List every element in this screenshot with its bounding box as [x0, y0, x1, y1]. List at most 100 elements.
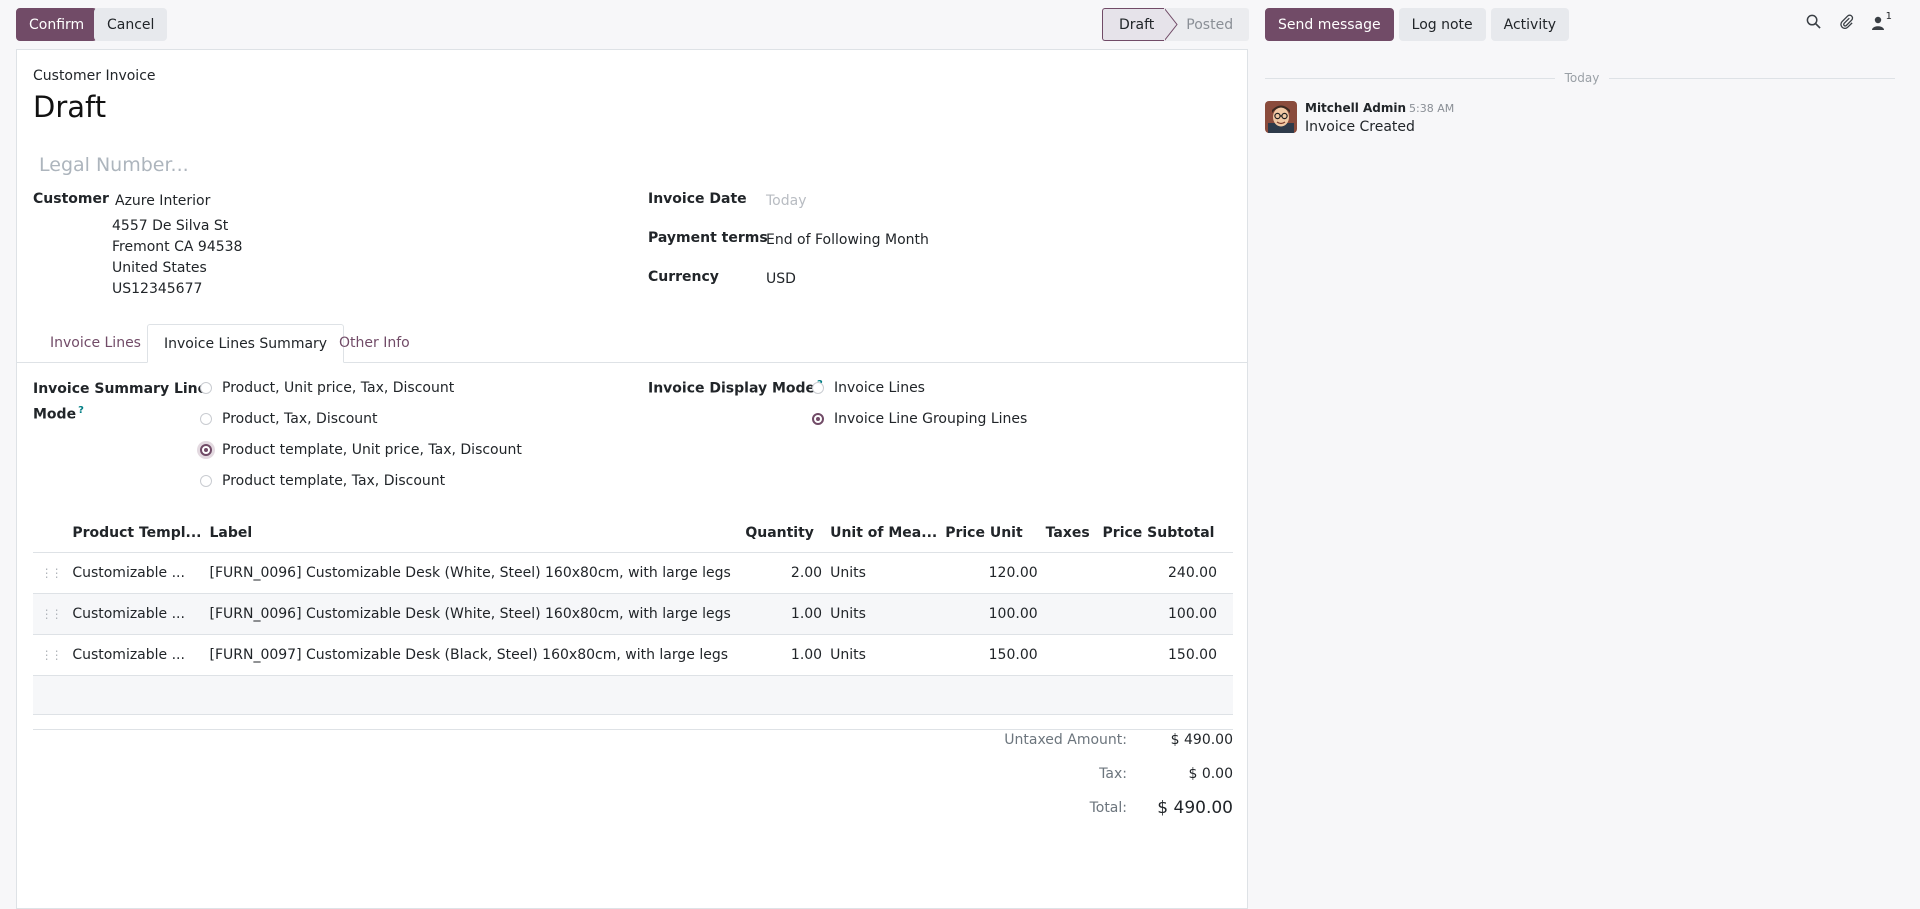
customer-address-line: 4557 De Silva St — [112, 218, 229, 234]
summary-line-mode-label-line2: Mode — [33, 406, 77, 423]
quantity-cell[interactable]: 2.00 — [741, 552, 827, 594]
form-sheet: Customer Invoice Draft Customer Azure In… — [16, 49, 1248, 909]
column-header[interactable]: Unit of Mea... — [826, 514, 942, 553]
column-header[interactable]: Taxes — [1041, 514, 1099, 553]
quantity-cell[interactable]: 1.00 — [741, 634, 827, 676]
display-mode-option[interactable]: Invoice Line Grouping Lines — [812, 411, 1027, 427]
tab-invoice-lines[interactable]: Invoice Lines — [50, 335, 141, 351]
line-mode-option-label: Product, Tax, Discount — [222, 411, 378, 427]
user-icon — [1871, 16, 1884, 30]
uom-cell[interactable]: Units — [826, 634, 942, 676]
notebook-tabs: Invoice Lines Invoice Lines Summary Othe… — [17, 324, 1247, 363]
radio-icon[interactable] — [200, 382, 212, 394]
table-row[interactable]: ⋮⋮ Customizable ... [FURN_0096] Customiz… — [33, 593, 1233, 635]
tab-other-info[interactable]: Other Info — [339, 335, 410, 351]
taxes-cell[interactable] — [1041, 593, 1099, 635]
drag-handle-icon[interactable]: ⋮⋮ — [33, 552, 69, 594]
display-mode-label-text: Invoice Display Mode — [648, 380, 816, 397]
summary-line-mode-label-line1: Invoice Summary Line — [33, 381, 208, 397]
line-mode-option[interactable]: Product template, Unit price, Tax, Disco… — [200, 442, 522, 458]
uom-cell[interactable]: Units — [826, 593, 942, 635]
radio-checked-icon[interactable] — [812, 413, 824, 425]
taxes-cell[interactable] — [1041, 552, 1099, 594]
quantity-cell[interactable]: 1.00 — [741, 593, 827, 635]
cancel-button[interactable]: Cancel — [94, 8, 168, 41]
table-row[interactable]: ⋮⋮ Customizable ... [FURN_0097] Customiz… — [33, 634, 1233, 676]
payment-terms-label: Payment terms — [648, 230, 768, 246]
radio-checked-icon[interactable] — [200, 444, 212, 456]
customer-label: Customer — [33, 191, 109, 207]
display-mode-option-label: Invoice Lines — [834, 380, 925, 396]
uom-cell[interactable]: Units — [826, 552, 942, 594]
status-step-posted[interactable]: Posted — [1178, 8, 1250, 41]
column-header[interactable]: Label — [205, 514, 742, 553]
search-icon[interactable] — [1806, 14, 1821, 33]
payment-terms-field[interactable]: End of Following Month — [766, 232, 929, 248]
line-mode-option[interactable]: Product, Tax, Discount — [200, 411, 378, 427]
subtotal-cell: 150.00 — [1098, 634, 1233, 676]
taxes-cell[interactable] — [1041, 634, 1099, 676]
tax-label: Tax: — [1099, 766, 1127, 782]
product-cell[interactable]: Customizable ... — [68, 593, 206, 635]
column-header[interactable]: Product Templ... — [68, 514, 206, 553]
avatar[interactable] — [1265, 101, 1297, 133]
send-message-button[interactable]: Send message — [1265, 8, 1394, 41]
drag-handle-icon[interactable]: ⋮⋮ — [33, 593, 69, 635]
column-header[interactable]: Price Subtotal — [1098, 514, 1233, 553]
display-mode-option[interactable]: Invoice Lines — [812, 380, 925, 396]
message-author-name[interactable]: Mitchell Admin — [1305, 101, 1407, 115]
page-title: Draft — [33, 90, 107, 124]
line-mode-option-label: Product template, Unit price, Tax, Disco… — [222, 442, 522, 458]
date-separator: Today — [1265, 71, 1895, 85]
customer-field[interactable]: Azure Interior — [115, 193, 211, 209]
invoice-date-label: Invoice Date — [648, 191, 747, 207]
price-unit-cell[interactable]: 100.00 — [941, 593, 1042, 635]
product-cell[interactable]: Customizable ... — [68, 634, 206, 676]
drag-handle-icon[interactable]: ⋮⋮ — [33, 634, 69, 676]
radio-icon[interactable] — [200, 413, 212, 425]
product-cell[interactable]: Customizable ... — [68, 552, 206, 594]
paperclip-icon[interactable] — [1839, 13, 1854, 33]
column-header[interactable]: Price Unit — [941, 514, 1042, 553]
message-body: Invoice Created — [1305, 119, 1415, 135]
untaxed-amount-value: $ 490.00 — [1170, 732, 1233, 748]
table-header-row: Product Templ... Label Quantity Unit of … — [33, 514, 1233, 553]
display-mode-label: Invoice Display Mode? — [648, 379, 823, 397]
radio-icon[interactable] — [200, 475, 212, 487]
summary-lines-table: Product Templ... Label Quantity Unit of … — [33, 514, 1233, 715]
totals-block: Untaxed Amount: $ 490.00 Tax: $ 0.00 Tot… — [33, 729, 1233, 818]
price-unit-cell[interactable]: 150.00 — [941, 634, 1042, 676]
label-cell[interactable]: [FURN_0097] Customizable Desk (Black, St… — [205, 634, 742, 676]
tax-value: $ 0.00 — [1188, 766, 1233, 782]
help-icon[interactable]: ? — [78, 405, 84, 416]
status-step-draft[interactable]: Draft — [1102, 8, 1165, 41]
column-header[interactable]: Quantity — [741, 514, 827, 553]
invoice-date-field[interactable]: Today — [766, 193, 807, 209]
total-label: Total: — [1089, 800, 1127, 816]
log-note-button[interactable]: Log note — [1398, 8, 1486, 41]
currency-label: Currency — [648, 269, 719, 285]
price-unit-cell[interactable]: 120.00 — [941, 552, 1042, 594]
subtotal-cell: 100.00 — [1098, 593, 1233, 635]
customer-vat: US12345677 — [112, 281, 203, 297]
line-mode-option[interactable]: Product template, Tax, Discount — [200, 473, 445, 489]
radio-icon[interactable] — [812, 382, 824, 394]
table-row[interactable]: ⋮⋮ Customizable ... [FURN_0096] Customiz… — [33, 552, 1233, 594]
status-bar: Draft Posted — [1102, 8, 1250, 41]
followers-count: 1 — [1885, 11, 1892, 22]
customer-address-line: Fremont CA 94538 — [112, 239, 243, 255]
line-mode-option[interactable]: Product, Unit price, Tax, Discount — [200, 380, 454, 396]
activity-button[interactable]: Activity — [1490, 8, 1569, 41]
tab-invoice-lines-summary[interactable]: Invoice Lines Summary — [147, 324, 345, 363]
label-cell[interactable]: [FURN_0096] Customizable Desk (White, St… — [205, 593, 742, 635]
display-mode-option-label: Invoice Line Grouping Lines — [834, 411, 1028, 427]
handle-column-header — [33, 514, 69, 553]
message-author[interactable]: Mitchell Admin 5:38 AM — [1305, 101, 1454, 115]
followers-button[interactable]: 1 — [1871, 11, 1892, 30]
confirm-button[interactable]: Confirm — [16, 8, 98, 41]
currency-field[interactable]: USD — [766, 271, 796, 287]
label-cell[interactable]: [FURN_0096] Customizable Desk (White, St… — [205, 552, 742, 594]
date-separator-label: Today — [1564, 71, 1600, 85]
legal-number-input[interactable] — [37, 150, 641, 180]
chatter-topbar: Send message Log note Activity — [1265, 8, 1569, 41]
